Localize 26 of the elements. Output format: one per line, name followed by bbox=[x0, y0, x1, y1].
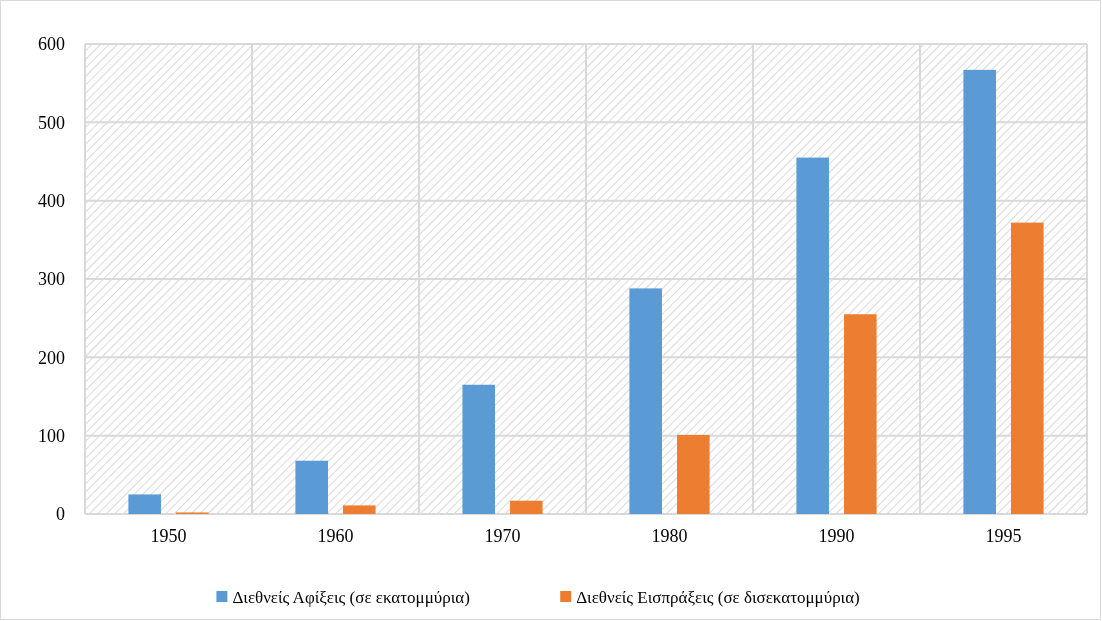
x-tick-label: 1995 bbox=[985, 526, 1022, 546]
bar bbox=[796, 157, 829, 514]
y-tick-label: 600 bbox=[38, 34, 65, 55]
y-tick-label: 100 bbox=[38, 425, 65, 446]
bar bbox=[462, 384, 495, 514]
bar bbox=[510, 500, 543, 514]
y-tick-label: 300 bbox=[38, 269, 65, 290]
bar bbox=[128, 494, 161, 514]
x-tick-label: 1970 bbox=[484, 526, 521, 546]
y-tick-label: 200 bbox=[38, 347, 65, 368]
bar bbox=[963, 69, 996, 514]
y-tick-label: 0 bbox=[56, 504, 65, 525]
bar bbox=[295, 460, 328, 514]
bar bbox=[343, 505, 376, 514]
y-tick-label: 400 bbox=[38, 190, 65, 211]
bar bbox=[844, 314, 877, 514]
x-tick-label: 1980 bbox=[651, 526, 688, 546]
x-tick-label: 1990 bbox=[818, 526, 855, 546]
legend-label: Διεθνείς Εισπράξεις (σε δισεκατομμύρια) bbox=[576, 587, 860, 607]
legend-label: Διεθνείς Αφίξεις (σε εκατομμύρια) bbox=[232, 587, 470, 607]
x-tick-label: 1960 bbox=[317, 526, 354, 546]
bar bbox=[677, 434, 710, 514]
y-tick-label: 500 bbox=[38, 112, 65, 133]
x-tick-label: 1950 bbox=[150, 526, 187, 546]
bar bbox=[1011, 222, 1044, 514]
bar bbox=[629, 288, 662, 514]
